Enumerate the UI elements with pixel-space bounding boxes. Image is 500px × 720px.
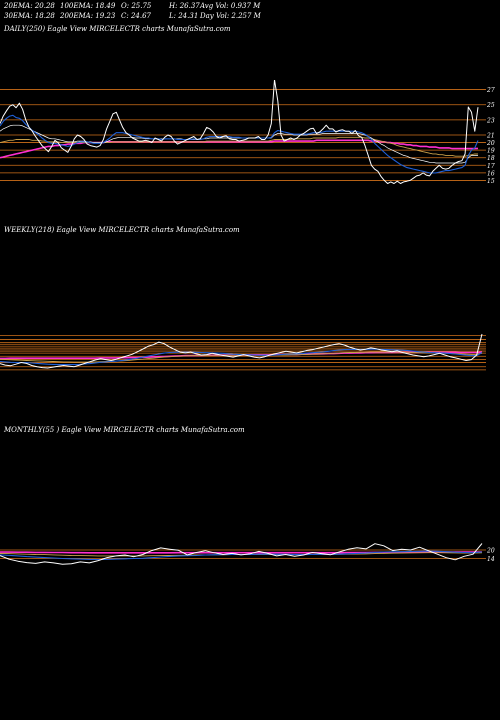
stat-low: L: 24.31 — [169, 12, 199, 20]
stat-open: O: 25.75 — [121, 2, 152, 10]
price-line — [0, 543, 483, 565]
y-tick-label: 20 — [486, 548, 495, 555]
price-line — [0, 80, 479, 184]
y-tick-label: 17 — [487, 163, 495, 170]
ema-slow-line — [0, 136, 479, 157]
y-tick-label: 23 — [486, 117, 495, 124]
stats-header: 20EMA: 20.28 100EMA: 18.49 O: 25.75 H: 2… — [4, 2, 304, 24]
y-tick-label: 21 — [486, 133, 495, 140]
stat-close: C: 24.67 — [121, 12, 151, 20]
y-tick-label: 18 — [487, 155, 495, 162]
ema-fast-line — [0, 114, 479, 174]
ema-long-line — [0, 139, 479, 159]
stat-day-vol: Day Vol: 2.257 M — [200, 12, 261, 20]
y-tick-label: 27 — [486, 87, 495, 94]
weekly-chart — [0, 333, 486, 371]
stat-200ema: 200EMA: 19.23 — [60, 12, 116, 20]
stat-avg-vol: Avg Vol: 0.937 M — [200, 2, 261, 10]
weekly-panel-title: WEEKLY(218) Eagle View MIRCELECTR charts… — [4, 226, 240, 234]
y-tick-label: 15 — [487, 178, 495, 185]
y-tick-label: 20 — [486, 140, 495, 147]
ema-slow-line — [0, 351, 483, 363]
stat-20ema: 20EMA: 20.28 — [4, 2, 55, 10]
y-tick-label: 16 — [487, 170, 495, 177]
stat-100ema: 100EMA: 18.49 — [60, 2, 116, 10]
monthly-panel-title: MONTHLY(55 ) Eagle View MIRCELECTR chart… — [4, 426, 245, 434]
ema-mid-line — [0, 124, 479, 164]
y-tick-label: 19 — [487, 148, 495, 155]
stat-high: H: 26.37 — [169, 2, 200, 10]
y-tick-label: 14 — [487, 556, 495, 563]
stat-30ema: 30EMA: 18.28 — [4, 12, 55, 20]
y-tick-label: 25 — [486, 102, 495, 109]
daily-panel-title: DAILY(250) Eagle View MIRCELECTR charts … — [4, 25, 231, 33]
price-line — [0, 333, 483, 369]
